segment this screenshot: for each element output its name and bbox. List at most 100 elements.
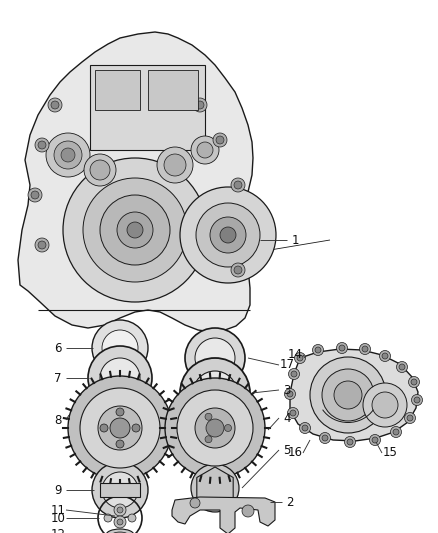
Polygon shape xyxy=(18,32,253,332)
Circle shape xyxy=(114,516,126,528)
Circle shape xyxy=(28,188,42,202)
Circle shape xyxy=(117,519,123,525)
Circle shape xyxy=(206,419,224,437)
Circle shape xyxy=(405,413,416,424)
Bar xyxy=(95,70,140,110)
Circle shape xyxy=(362,346,368,352)
Circle shape xyxy=(411,379,417,385)
Circle shape xyxy=(165,378,265,478)
Circle shape xyxy=(322,369,374,421)
Circle shape xyxy=(128,514,136,522)
Text: 14: 14 xyxy=(287,349,303,361)
Circle shape xyxy=(191,464,239,512)
Text: 4: 4 xyxy=(283,411,291,424)
Circle shape xyxy=(290,410,296,416)
Circle shape xyxy=(197,142,213,158)
Text: 6: 6 xyxy=(54,342,62,354)
Text: 16: 16 xyxy=(287,447,303,459)
Circle shape xyxy=(210,217,246,253)
Circle shape xyxy=(132,424,140,432)
Circle shape xyxy=(372,437,378,443)
Circle shape xyxy=(190,498,200,508)
Circle shape xyxy=(334,381,362,409)
Circle shape xyxy=(193,98,207,112)
Circle shape xyxy=(127,222,143,238)
Text: 9: 9 xyxy=(54,483,62,497)
Circle shape xyxy=(196,203,260,267)
Circle shape xyxy=(54,141,82,169)
Bar xyxy=(90,65,205,150)
Circle shape xyxy=(31,191,39,199)
Circle shape xyxy=(195,338,235,378)
Ellipse shape xyxy=(106,529,134,533)
Circle shape xyxy=(51,101,59,109)
Circle shape xyxy=(345,437,356,448)
Polygon shape xyxy=(290,349,418,441)
Text: 10: 10 xyxy=(50,512,65,524)
Circle shape xyxy=(291,371,297,377)
Circle shape xyxy=(399,364,405,370)
Circle shape xyxy=(195,408,235,448)
Circle shape xyxy=(98,406,142,450)
Text: 3: 3 xyxy=(283,384,291,397)
Circle shape xyxy=(61,148,75,162)
Circle shape xyxy=(407,415,413,421)
Circle shape xyxy=(201,474,229,502)
Circle shape xyxy=(302,425,308,431)
Circle shape xyxy=(83,178,187,282)
Circle shape xyxy=(80,388,160,468)
Circle shape xyxy=(46,133,90,177)
Circle shape xyxy=(391,426,402,438)
Circle shape xyxy=(196,101,204,109)
Circle shape xyxy=(216,136,224,144)
Circle shape xyxy=(382,353,388,359)
Circle shape xyxy=(180,358,250,428)
Circle shape xyxy=(360,343,371,354)
Text: 7: 7 xyxy=(54,372,62,384)
Circle shape xyxy=(287,408,299,418)
Circle shape xyxy=(220,227,236,243)
Circle shape xyxy=(234,181,242,189)
Circle shape xyxy=(231,263,245,277)
Circle shape xyxy=(294,352,305,364)
Text: 1: 1 xyxy=(291,233,299,246)
Circle shape xyxy=(336,343,347,353)
Circle shape xyxy=(35,138,49,152)
Circle shape xyxy=(185,328,245,388)
Text: 8: 8 xyxy=(54,414,62,426)
Bar xyxy=(148,70,198,110)
Circle shape xyxy=(234,266,242,274)
Circle shape xyxy=(117,212,153,248)
Circle shape xyxy=(242,505,254,517)
Circle shape xyxy=(347,439,353,445)
Circle shape xyxy=(157,147,193,183)
Circle shape xyxy=(285,389,296,400)
Circle shape xyxy=(63,158,207,302)
Text: 15: 15 xyxy=(382,447,397,459)
Circle shape xyxy=(287,391,293,397)
Circle shape xyxy=(370,434,381,446)
Text: 11: 11 xyxy=(50,504,66,516)
Circle shape xyxy=(315,347,321,353)
Circle shape xyxy=(90,160,110,180)
Circle shape xyxy=(92,320,148,376)
Polygon shape xyxy=(197,467,233,509)
Circle shape xyxy=(88,346,152,410)
Circle shape xyxy=(396,361,407,373)
Circle shape xyxy=(164,154,186,176)
Circle shape xyxy=(191,136,219,164)
Circle shape xyxy=(193,371,237,415)
Circle shape xyxy=(114,504,126,516)
Text: 17: 17 xyxy=(279,359,294,372)
Circle shape xyxy=(409,376,420,387)
Circle shape xyxy=(379,351,391,361)
Circle shape xyxy=(48,98,62,112)
Circle shape xyxy=(100,195,170,265)
Circle shape xyxy=(102,330,138,366)
Circle shape xyxy=(411,394,423,406)
Circle shape xyxy=(310,357,386,433)
Circle shape xyxy=(35,238,49,252)
Circle shape xyxy=(213,133,227,147)
Text: 2: 2 xyxy=(286,496,294,508)
Circle shape xyxy=(225,424,232,432)
